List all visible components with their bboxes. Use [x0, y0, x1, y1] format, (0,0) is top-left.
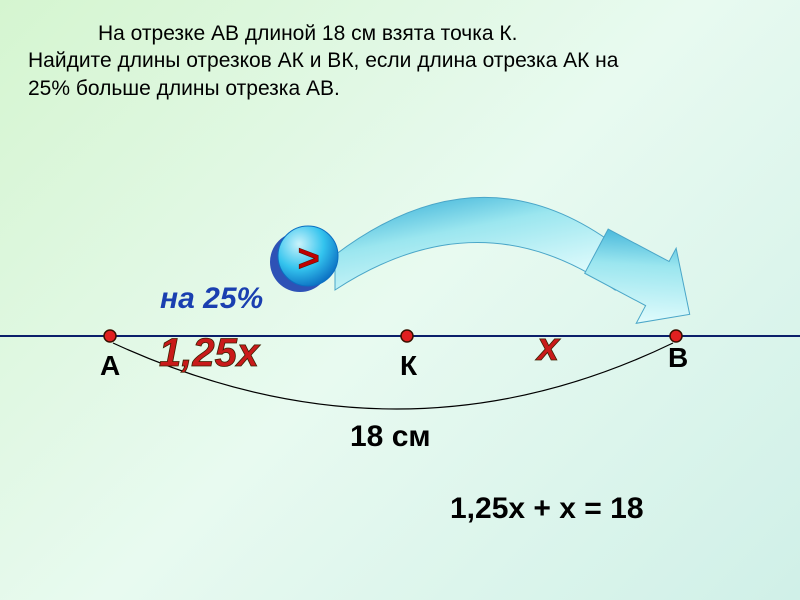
- point-A: [104, 330, 116, 342]
- label-K: К: [400, 350, 417, 382]
- expr-left: 1,25х: [159, 331, 261, 375]
- expr-left-svg: 1,25х: [155, 326, 335, 382]
- point-K: [401, 330, 413, 342]
- gt-symbol: >: [297, 238, 319, 280]
- slide-root: На отрезке АВ длиной 18 см взята точка К…: [0, 0, 800, 600]
- label-B: В: [668, 342, 688, 374]
- label-A: А: [100, 350, 120, 382]
- point-B: [670, 330, 682, 342]
- diagram-svg: >: [0, 0, 800, 600]
- expr-right-svg: х: [533, 320, 593, 376]
- arrow-body: [335, 197, 615, 290]
- length-label: 18 см: [350, 420, 431, 454]
- on25-label: на 25%: [160, 282, 263, 316]
- expr-right: х: [535, 325, 561, 369]
- equation-label: 1,25х + х = 18: [450, 492, 644, 526]
